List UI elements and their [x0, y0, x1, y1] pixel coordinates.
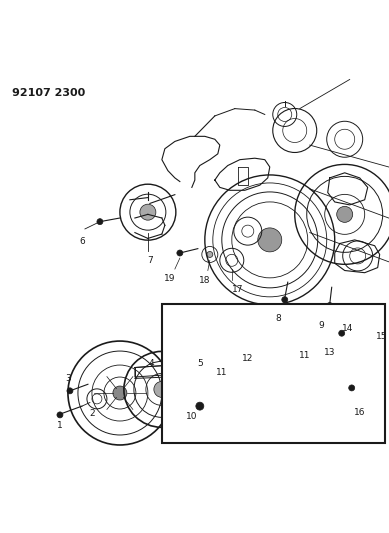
Text: 13: 13: [324, 349, 335, 358]
Circle shape: [223, 392, 233, 402]
Circle shape: [337, 206, 353, 222]
Text: 2: 2: [89, 409, 95, 418]
Bar: [162, 304, 385, 442]
Circle shape: [97, 219, 103, 224]
Circle shape: [196, 402, 204, 410]
Text: 1: 1: [57, 421, 63, 430]
Text: 11: 11: [216, 368, 228, 377]
Circle shape: [177, 250, 183, 256]
Circle shape: [282, 297, 288, 303]
Text: 4: 4: [149, 359, 155, 368]
Circle shape: [57, 412, 63, 418]
Circle shape: [327, 303, 333, 309]
Text: 18: 18: [199, 276, 210, 285]
Polygon shape: [135, 365, 168, 377]
Text: 16: 16: [354, 408, 365, 417]
Text: 19: 19: [164, 274, 175, 283]
Text: 10: 10: [186, 412, 198, 421]
Text: 12: 12: [242, 353, 254, 362]
Circle shape: [258, 228, 282, 252]
Circle shape: [154, 382, 170, 398]
Circle shape: [349, 385, 355, 391]
Circle shape: [262, 376, 274, 388]
Text: 15: 15: [376, 332, 387, 341]
Text: 92107 2300: 92107 2300: [12, 88, 85, 98]
Text: 14: 14: [342, 325, 353, 333]
Text: 7: 7: [147, 256, 153, 265]
Circle shape: [297, 372, 307, 382]
Circle shape: [140, 204, 156, 220]
Text: 9: 9: [319, 321, 324, 330]
Text: 6: 6: [79, 237, 85, 246]
Text: 17: 17: [232, 285, 244, 294]
Text: 8: 8: [275, 314, 280, 323]
Text: 11: 11: [299, 351, 310, 360]
Circle shape: [339, 330, 345, 336]
Text: 5: 5: [197, 359, 203, 368]
Text: 3: 3: [65, 374, 71, 383]
Circle shape: [113, 386, 127, 400]
Circle shape: [67, 388, 73, 394]
Circle shape: [207, 252, 213, 257]
